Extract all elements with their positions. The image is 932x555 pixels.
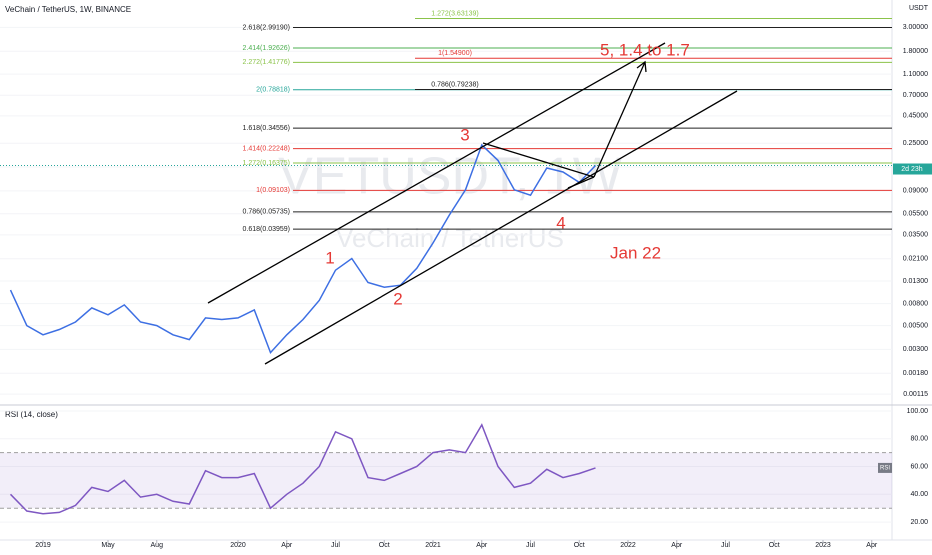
x-tick-label: Jul [721,542,730,549]
countdown-box [893,163,932,175]
fib-label: 1(0.09103) [256,187,290,194]
y-tick-label: 1.80000 [903,48,928,55]
fib-label: 1.272(0.16375) [243,160,290,167]
fib-label: 2.618(2.99190) [243,24,290,31]
wave-label: 3 [460,125,469,144]
fib-label: 2.414(1.92626) [243,45,290,52]
fib-label: 1.414(0.22248) [243,146,290,153]
y-tick-label: 0.25000 [903,140,928,147]
x-tick-label: 2023 [815,542,831,549]
fib-label: 2(0.78818) [256,87,290,94]
channel-lower [264,90,738,365]
drawings [207,42,738,365]
y-tick-label: 0.01300 [903,278,928,285]
price-pane: 0.00115 0.00180 0.00300 0.00500 0.00800 0.013… [0,10,932,398]
rsi-tag-box [878,462,892,473]
watermark-sub: VeChain / TetherUS [336,223,564,253]
y-tick-label: 0.03500 [903,232,928,239]
fib-label: 2.272(1.41776) [243,59,290,66]
x-tick-label: Oct [379,542,390,549]
fib-label: 0.786(0.05735) [243,209,290,216]
y-tick-label: 0.00300 [903,346,928,353]
unit: USDT [909,5,929,12]
rsi-pane: 20.00 40.00 60.00 80.00 100.00 RSI [0,408,928,526]
x-tick-label: 2019 [35,542,51,549]
rsi-title: RSI (14, close) [5,410,58,419]
y-tick-label: 60.00 [910,463,928,470]
wave-label: 4 [556,213,565,232]
series-line [9,423,596,515]
y-tick-label: 0.70000 [903,92,928,99]
fib-label: 0.786(0.79238) [431,81,478,88]
x-tick-label: 2020 [230,542,246,549]
x-tick-label: Apr [866,542,878,549]
x-tick-label: May [101,542,115,549]
x-tick-label: 2021 [425,542,441,549]
x-tick-label: Apr [281,542,293,549]
watermark: VETUSDT, 1W [278,148,622,206]
countdown: 2d 23h [901,166,923,173]
y-tick-label: 3.00000 [903,24,928,31]
y-tick-label: 0.02100 [903,256,928,263]
arrow-head [636,60,647,73]
rsi-band [0,452,892,509]
y-tick-label: 0.09000 [903,188,928,195]
channel-upper [207,42,666,304]
wave-label: 2 [393,289,402,308]
y-tick-label: 0.00180 [903,370,928,377]
y-tick-label: 20.00 [910,519,928,526]
x-tick-label: Aug [151,542,164,549]
chart-title: VeChain / TetherUS, 1W, BINANCE [5,5,131,14]
rsi-tag: RSI [880,465,890,471]
fib-label: 1.272(3.63139) [431,10,478,17]
target-label: 5, 1.4 to 1.7 [600,40,690,59]
series-line [9,143,597,355]
y-tick-label: 0.45000 [903,113,928,120]
y-tick-label: 0.00115 [903,391,928,398]
x-tick-label: Oct [769,542,780,549]
x-tick-label: Apr [476,542,488,549]
x-tick-label: Apr [671,542,683,549]
arrow-line [593,61,646,178]
x-tick-label: Jul [526,542,535,549]
y-tick-label: 0.05500 [903,211,928,218]
fib-label: 1.618(0.34556) [243,125,290,132]
y-tick-label: 0.00800 [903,301,928,308]
wave-label: 1 [325,248,334,267]
x-tick-label: Jul [331,542,340,549]
triangle-line [567,176,595,189]
y-tick-label: 40.00 [910,491,928,498]
fib-label: 1(1.54900) [438,50,472,57]
x-tick-label: 2022 [620,542,636,549]
y-tick-label: 0.00500 [903,322,928,329]
triangle-line [482,142,595,178]
y-tick-label: 1.10000 [903,71,928,78]
fib-label: 0.618(0.03959) [243,226,290,233]
x-tick-label: Oct [574,542,585,549]
y-tick-label: 100.00 [907,408,929,415]
y-tick-label: 80.00 [910,436,928,443]
date-label: Jan 22 [610,243,661,262]
